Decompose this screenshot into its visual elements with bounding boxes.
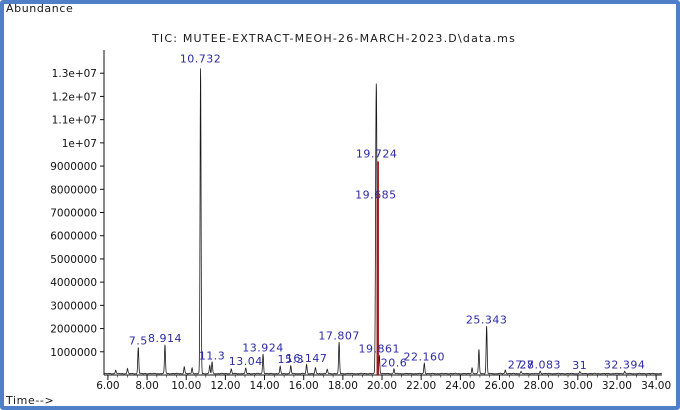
- peak-label: 19.861: [359, 342, 401, 355]
- x-tick-label: 34.00: [641, 380, 671, 392]
- x-tick-label: 10.00: [171, 380, 201, 392]
- y-tick-label: 8000000: [50, 184, 97, 196]
- peak-label: 11.3: [199, 349, 226, 362]
- y-tick-label: 1000000: [50, 347, 97, 359]
- peak-label: 13.924: [242, 341, 284, 354]
- x-tick-label: 24.00: [445, 380, 475, 392]
- y-tick-label: 2000000: [50, 324, 97, 336]
- y-tick-label: 1e+07: [62, 138, 97, 150]
- peak-label: 17.807: [318, 330, 360, 343]
- peak-label: 13.04: [229, 355, 263, 368]
- chart-title: TIC: MUTEE-EXTRACT-MEOH-26-MARCH-2023.D\…: [151, 32, 516, 45]
- tic-line: [103, 68, 663, 375]
- y-tick-label: 1.3e+07: [52, 68, 97, 80]
- x-tick-label: 20.00: [367, 380, 397, 392]
- tic-trace: [103, 68, 663, 375]
- x-tick-label: 30.00: [563, 380, 593, 392]
- x-tick-label: 14.00: [250, 380, 280, 392]
- peak-label: 22.160: [404, 351, 446, 364]
- y-tick-label: 4000000: [50, 277, 97, 289]
- y-tick-label: 6000000: [50, 231, 97, 243]
- peak-label: 19.685: [355, 188, 397, 201]
- peak-label: 7.5: [129, 334, 148, 347]
- x-tick-label: 12.00: [210, 380, 240, 392]
- peak-label: 27.7: [508, 359, 535, 372]
- y-axis-label: Abundance: [6, 2, 73, 15]
- x-tick-label: 6.00: [96, 380, 119, 392]
- x-ticks: 6.00 8.00 10.00 12.00 14.00 16.00 18.00 20.00 22…: [96, 375, 671, 392]
- y-tick-label: 1.1e+07: [52, 115, 97, 127]
- peak-label: 31: [572, 359, 587, 372]
- x-tick-label: 28.00: [524, 380, 554, 392]
- peak-label: 25.343: [466, 313, 508, 326]
- y-tick-label: 1.2e+07: [52, 91, 97, 103]
- peak-label: 15.3: [278, 353, 305, 366]
- y-tick-label: 3000000: [50, 300, 97, 312]
- peak-label: 10.732: [180, 52, 222, 65]
- peak-label: 20.6: [381, 356, 408, 369]
- peak-label: 28.083: [520, 359, 562, 372]
- x-tick-label: 32.00: [602, 380, 632, 392]
- x-tick-label: 22.00: [406, 380, 436, 392]
- x-axis-label: Time-->: [5, 394, 54, 407]
- x-tick-label: 8.00: [135, 380, 158, 392]
- axes: [103, 50, 662, 376]
- peak-label: 19.724: [356, 147, 398, 160]
- y-tick-label: 9000000: [50, 161, 97, 173]
- y-tick-label: 7000000: [50, 208, 97, 220]
- x-tick-label: 18.00: [328, 380, 358, 392]
- peak-label: 8.914: [148, 332, 182, 345]
- x-tick-label: 16.00: [289, 380, 319, 392]
- peak-label: 32.394: [604, 359, 646, 372]
- y-tick-label: 5000000: [50, 254, 97, 266]
- x-tick-label: 26.00: [484, 380, 514, 392]
- peak-label: 16.147: [286, 352, 328, 365]
- y-ticks: 1000000 2000000 3000000 4000000 5000000 60000…: [50, 68, 104, 359]
